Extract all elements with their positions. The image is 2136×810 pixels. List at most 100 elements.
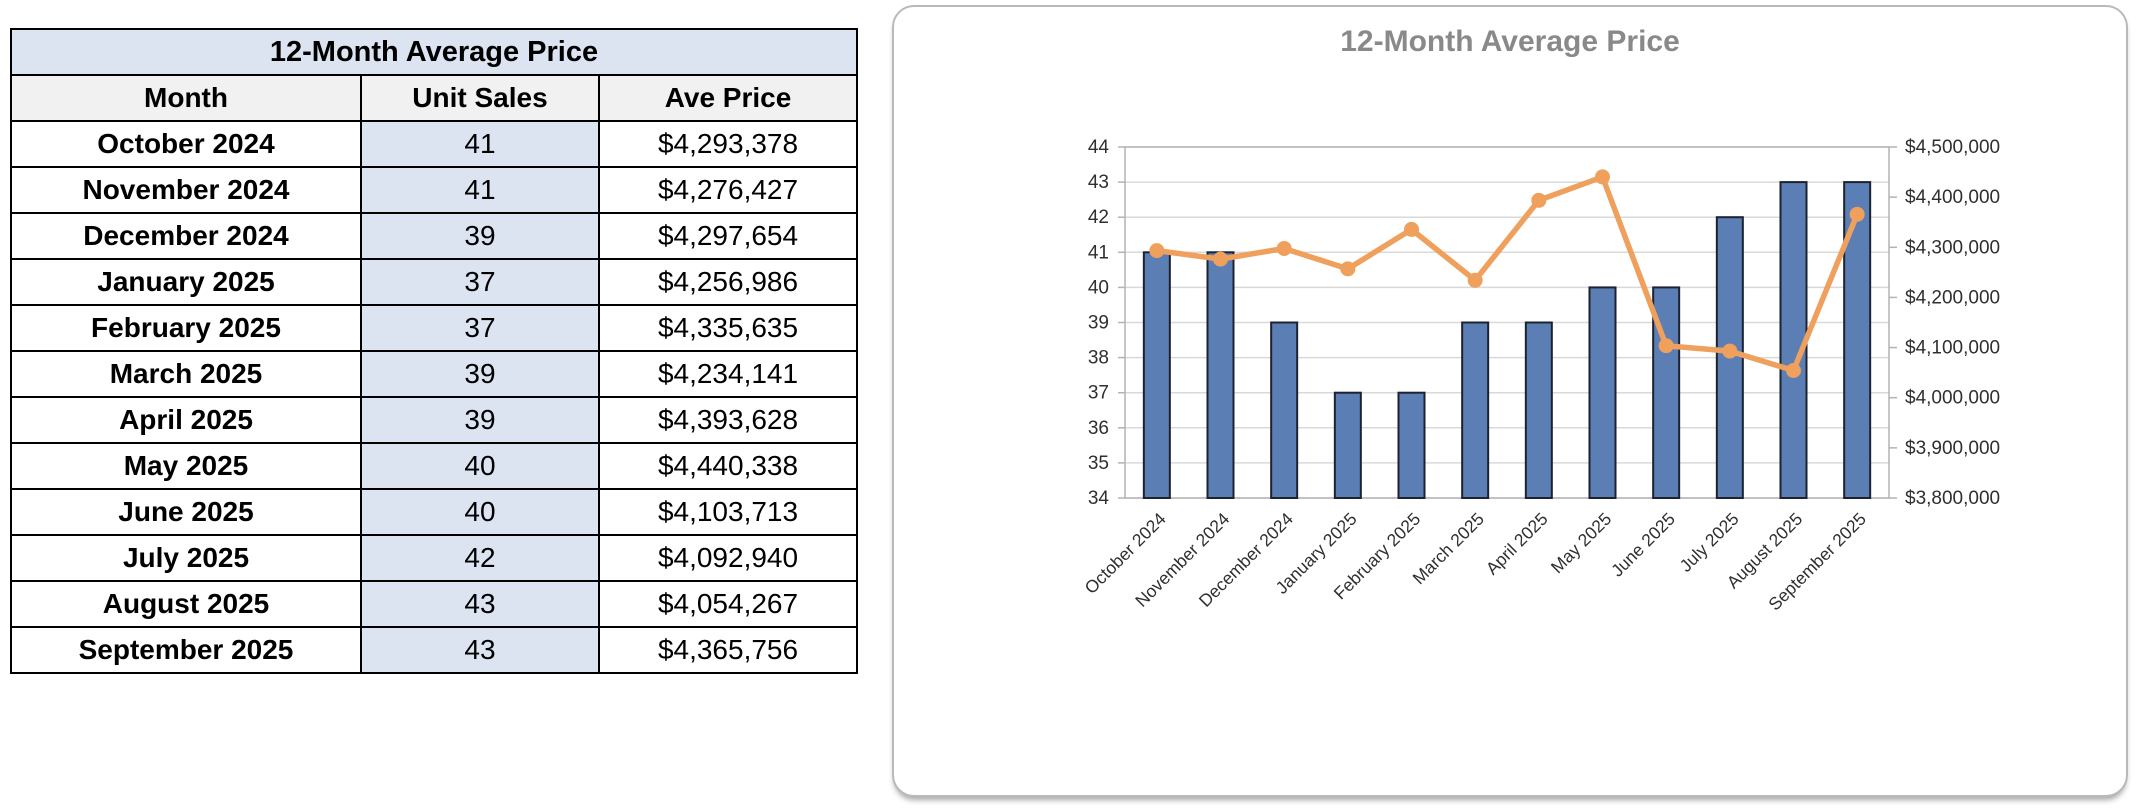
x-axis-label: June 2025 — [1607, 509, 1679, 581]
units-cell: 41 — [360, 120, 600, 168]
combo-bar-line-chart: 34 35 36 37 38 39 40 41 42 43 44 $3,800,000 $3,900,0… — [1081, 137, 2001, 614]
chart-panel: 12-Month Average Price 34 35 36 37 38 39 40 41 4… — [892, 5, 2128, 797]
units-cell: 41 — [360, 166, 600, 214]
units-cell: 43 — [360, 580, 600, 628]
right-axis-label: $4,000,000 — [1905, 388, 2000, 409]
price-cell: $4,256,986 — [597, 258, 859, 306]
table-row: September 2025 43 $4,365,756 — [10, 626, 859, 674]
right-axis-label: $4,300,000 — [1905, 237, 2000, 258]
line-marker — [1531, 192, 1547, 208]
table-row: March 2025 39 $4,234,141 — [10, 350, 859, 398]
line-ave-price — [1154, 174, 1860, 374]
right-axis-label: $4,200,000 — [1905, 287, 2000, 308]
price-cell: $4,335,635 — [597, 304, 859, 352]
left-axis-label: 43 — [1088, 172, 1109, 193]
table-row: June 2025 40 $4,103,713 — [10, 488, 859, 536]
right-axis-label: $3,900,000 — [1905, 438, 2000, 459]
price-cell: $4,365,756 — [597, 626, 859, 674]
line-marker — [1467, 272, 1483, 288]
price-cell: $4,393,628 — [597, 396, 859, 444]
table-row: August 2025 43 $4,054,267 — [10, 580, 859, 628]
table-row: July 2025 42 $4,092,940 — [10, 534, 859, 582]
right-axis-label: $3,800,000 — [1905, 488, 2000, 509]
units-cell: 40 — [360, 442, 600, 490]
bar-unit-sales — [1524, 321, 1553, 499]
column-header-month: Month — [10, 74, 362, 122]
line-marker — [1722, 343, 1738, 359]
month-cell: August 2025 — [10, 580, 362, 628]
column-header-ave-price: Ave Price — [597, 74, 859, 122]
month-cell: September 2025 — [10, 626, 362, 674]
month-cell: December 2024 — [10, 212, 362, 260]
table-row: January 2025 37 $4,256,986 — [10, 258, 859, 306]
left-axis-label: 38 — [1088, 348, 1109, 369]
units-cell: 42 — [360, 534, 600, 582]
price-cell: $4,440,338 — [597, 442, 859, 490]
left-axis-label: 39 — [1088, 313, 1109, 334]
month-cell: July 2025 — [10, 534, 362, 582]
left-axis-label: 35 — [1088, 453, 1109, 474]
left-axis-label: 37 — [1088, 383, 1109, 404]
bar-unit-sales — [1588, 286, 1617, 499]
month-cell: January 2025 — [10, 258, 362, 306]
chart-title: 12-Month Average Price — [1340, 25, 1680, 58]
units-cell: 40 — [360, 488, 600, 536]
price-cell: $4,234,141 — [597, 350, 859, 398]
line-marker — [1595, 169, 1610, 185]
units-cell: 39 — [360, 396, 600, 444]
x-axis-label: April 2025 — [1482, 509, 1552, 579]
line-marker — [1786, 363, 1801, 379]
month-cell: October 2024 — [10, 120, 362, 168]
bar-unit-sales — [1206, 251, 1235, 499]
month-cell: March 2025 — [10, 350, 362, 398]
table-row: April 2025 39 $4,393,628 — [10, 396, 859, 444]
right-axis-label: $4,500,000 — [1905, 137, 2000, 158]
line-marker — [1849, 206, 1865, 222]
bar-unit-sales — [1270, 321, 1299, 499]
line-marker — [1658, 338, 1674, 354]
line-marker — [1149, 243, 1165, 259]
table-row: May 2025 40 $4,440,338 — [10, 442, 859, 490]
price-table: 12-Month Average Price Month Unit Sales … — [9, 28, 859, 674]
price-cell: $4,297,654 — [597, 212, 859, 260]
units-cell: 37 — [360, 258, 600, 306]
bar-unit-sales — [1142, 251, 1171, 499]
price-cell: $4,293,378 — [597, 120, 859, 168]
price-cell: $4,054,267 — [597, 580, 859, 628]
right-axis-label: $4,100,000 — [1905, 338, 2000, 359]
price-cell: $4,092,940 — [597, 534, 859, 582]
table-header-row: Month Unit Sales Ave Price — [10, 74, 859, 122]
left-axis-label: 44 — [1088, 137, 1110, 158]
month-cell: May 2025 — [10, 442, 362, 490]
month-cell: June 2025 — [10, 488, 362, 536]
month-cell: April 2025 — [10, 396, 362, 444]
column-header-unit-sales: Unit Sales — [360, 74, 600, 122]
table-title-row: 12-Month Average Price — [9, 28, 859, 76]
left-axis-label: 42 — [1088, 207, 1109, 228]
left-axis-label: 36 — [1088, 418, 1109, 439]
line-marker — [1276, 240, 1292, 256]
month-cell: November 2024 — [10, 166, 362, 214]
line-marker — [1340, 261, 1356, 277]
table-row: November 2024 41 $4,276,427 — [10, 166, 859, 214]
x-axis-label: May 2025 — [1547, 509, 1615, 577]
price-cell: $4,103,713 — [597, 488, 859, 536]
line-marker — [1213, 251, 1228, 267]
bar-unit-sales — [1397, 391, 1426, 500]
bar-unit-sales — [1779, 181, 1808, 499]
units-cell: 43 — [360, 626, 600, 674]
table-row: December 2024 39 $4,297,654 — [10, 212, 859, 260]
left-axis-label: 40 — [1088, 277, 1109, 298]
price-cell: $4,276,427 — [597, 166, 859, 214]
month-cell: February 2025 — [10, 304, 362, 352]
table-title: 12-Month Average Price — [9, 28, 859, 76]
bar-unit-sales — [1461, 321, 1490, 499]
units-cell: 39 — [360, 350, 600, 398]
table-body: October 2024 41 $4,293,378 November 2024 41 $… — [10, 120, 859, 674]
line-marker — [1404, 221, 1419, 237]
table-row: October 2024 41 $4,293,378 — [10, 120, 859, 168]
right-axis-label: $4,400,000 — [1905, 187, 2000, 208]
left-axis-label: 34 — [1088, 488, 1110, 509]
left-axis-label: 41 — [1088, 242, 1109, 263]
x-axis-label: July 2025 — [1676, 509, 1743, 576]
